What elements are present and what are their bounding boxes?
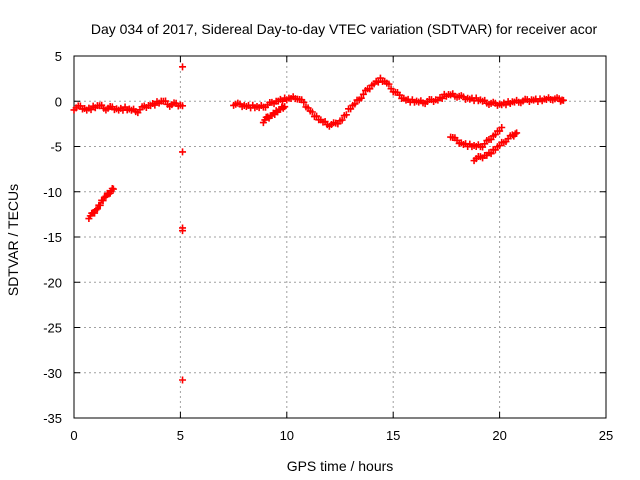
data-point [179,102,187,110]
data-point [559,96,567,104]
data-point [347,105,355,113]
y-tick-label: -10 [43,185,62,200]
data-point [366,85,374,93]
y-tick-label: -15 [43,230,62,245]
data-point [511,130,519,138]
data-point [498,123,506,131]
grid-lines [74,56,606,418]
data-point [300,98,308,106]
data-point [338,116,346,124]
y-tick-label: -5 [50,140,62,155]
data-point [385,80,393,88]
data-point [179,227,187,235]
y-tick-label: 5 [55,49,62,64]
x-tick-label: 20 [492,428,506,443]
data-point [91,209,99,217]
data-point [92,206,100,214]
chart-title: Day 034 of 2017, Sidereal Day-to-day VTE… [91,21,598,37]
x-tick-label: 15 [386,428,400,443]
data-point [513,129,521,137]
data-point [179,63,187,71]
data-point [281,103,289,111]
data-point [109,185,117,193]
data-point [308,108,316,116]
data-point [99,197,107,205]
data-points [70,63,567,384]
x-axis-label: GPS time / hours [287,458,394,474]
data-point [357,94,365,102]
data-point [96,201,104,209]
y-tick-label: 0 [55,94,62,109]
data-point [496,127,504,135]
x-tick-label: 25 [599,428,613,443]
y-tick-label: -20 [43,275,62,290]
x-tick-label: 5 [177,428,184,443]
data-point [491,131,499,139]
x-tick-label: 0 [70,428,77,443]
data-point [179,376,187,384]
axis-ticks: 0 5 10 15 20 25 5 0 -5 -10 -15 -20 -25 -30 -35 [43,49,613,443]
y-axis-label: SDTVAR / TECUs [5,184,21,296]
data-point [351,100,359,108]
x-tick-label: 10 [280,428,294,443]
data-point [342,111,350,119]
y-tick-label: -30 [43,366,62,381]
data-point [101,193,109,201]
data-point [179,148,187,156]
y-tick-label: -25 [43,321,62,336]
y-tick-label: -35 [43,411,62,426]
data-point [487,150,495,158]
data-point [487,136,495,144]
data-point [438,94,446,102]
data-point [313,112,321,120]
data-point [359,90,367,98]
